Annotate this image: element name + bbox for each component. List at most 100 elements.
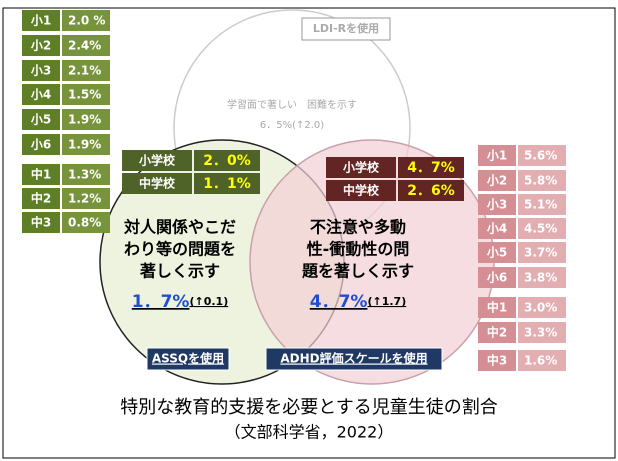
value-cell: [62, 10, 110, 31]
summary-value-cell: [194, 173, 260, 194]
summary-value-cell: [398, 180, 464, 201]
row-label: 中1: [487, 300, 507, 315]
value-cell: [518, 170, 566, 191]
value-cell: [62, 35, 110, 56]
row-label: 小1: [487, 148, 507, 163]
summary-label: 中学校: [343, 183, 380, 198]
row-label: 小1: [31, 13, 51, 28]
summary-label-cell: [122, 173, 192, 194]
row-value: 1.5%: [68, 88, 101, 102]
row-value: 5.6%: [524, 149, 557, 163]
row-value: 2.1%: [68, 64, 101, 78]
label-cell: [478, 194, 516, 215]
row-label: 中3: [487, 353, 507, 368]
value-cell: [518, 242, 566, 263]
row-value: 1.9%: [68, 113, 101, 127]
label-cell: [478, 350, 516, 371]
row-label: 中2: [31, 191, 51, 206]
tool-box: [301, 17, 391, 41]
caption-title: 特別な教育的支援を必要とする児童生徒の割合: [120, 397, 497, 418]
row-label: 小6: [31, 137, 51, 152]
summary-value: 1．1%: [203, 176, 251, 192]
summary-label-cell: [326, 157, 396, 178]
row-label: 小5: [31, 112, 51, 127]
row-label: 小4: [487, 221, 507, 236]
tool-label: ADHD評価スケールを使用: [280, 351, 427, 366]
label-cell: [22, 212, 60, 233]
rate-line: 1．7%(↑0.1): [132, 292, 228, 312]
change: (↑1.7): [367, 295, 406, 308]
row-label: 小2: [487, 173, 507, 188]
row-value: 3.0%: [524, 301, 557, 315]
value-cell: [62, 109, 110, 130]
label-cell: [22, 35, 60, 56]
value-cell: [518, 145, 566, 166]
value-cell: [62, 164, 110, 185]
row-value: 3.7%: [524, 246, 557, 260]
row-value: 1.2%: [68, 192, 101, 206]
rate: 4．7%: [310, 292, 368, 312]
summary-label-cell: [326, 180, 396, 201]
row-value: 0.8%: [68, 216, 101, 230]
tool-label: LDI-Rを使用: [313, 21, 379, 35]
caption-source: （文部科学省，2022）: [225, 423, 394, 442]
value-cell: [518, 267, 566, 288]
label-cell: [22, 134, 60, 155]
description: 著しく示す: [139, 262, 220, 281]
row-label: 小4: [31, 87, 51, 102]
summary-value-cell: [194, 150, 260, 171]
summary-label: 小学校: [139, 153, 176, 168]
row-label: 中3: [31, 215, 51, 230]
row-value: 4.5%: [524, 222, 557, 236]
label-cell: [478, 145, 516, 166]
summary-value: 4．7%: [407, 160, 455, 176]
summary-label-cell: [122, 150, 192, 171]
value-cell: [518, 194, 566, 215]
row-value: 1.6%: [524, 354, 557, 368]
label-cell: [22, 60, 60, 81]
label-cell: [22, 109, 60, 130]
summary-value: 2．6%: [407, 183, 455, 199]
row-label: 中2: [487, 325, 507, 340]
row-value: 3.8%: [524, 271, 557, 285]
summary-label: 中学校: [139, 176, 176, 191]
row-value: 5.1%: [524, 198, 557, 212]
value-cell: [62, 84, 110, 105]
rate: 1．7%: [132, 292, 190, 312]
row-label: 中1: [31, 167, 51, 182]
description: 性-衝動性の問: [307, 240, 410, 259]
row-value: 2.4%: [68, 39, 101, 53]
label-cell: [22, 10, 60, 31]
value-cell: [518, 350, 566, 371]
row-value: 5.8%: [524, 174, 557, 188]
description: 題を著しく示す: [302, 262, 414, 281]
value-cell: [518, 297, 566, 318]
label-cell: [478, 322, 516, 343]
label-cell: [478, 297, 516, 318]
value-cell: [62, 60, 110, 81]
description: 学習面で著しい 困難を示す: [227, 98, 357, 111]
tool-label: ASSQを使用: [152, 351, 224, 366]
label-cell: [478, 267, 516, 288]
label-cell: [22, 164, 60, 185]
description: わり等の問題を: [124, 240, 236, 259]
rate: 6．5%(↑2.0): [260, 120, 324, 131]
tool-box: [265, 347, 443, 371]
summary-value-cell: [398, 157, 464, 178]
row-value: 1.9%: [68, 138, 101, 152]
value-cell: [518, 322, 566, 343]
row-value: 3.3%: [524, 326, 557, 340]
label-cell: [22, 84, 60, 105]
row-label: 小3: [31, 63, 51, 78]
label-cell: [478, 170, 516, 191]
row-label: 小3: [487, 197, 507, 212]
row-label: 小2: [31, 38, 51, 53]
frame: [2, 7, 616, 459]
description: 不注意や多動: [310, 218, 406, 237]
description: 対人関係やこだ: [123, 218, 236, 237]
summary-label: 小学校: [343, 160, 380, 175]
rate-line: 4．7%(↑1.7): [310, 292, 406, 312]
row-value: 2.0 %: [68, 14, 105, 28]
value-cell: [62, 188, 110, 209]
